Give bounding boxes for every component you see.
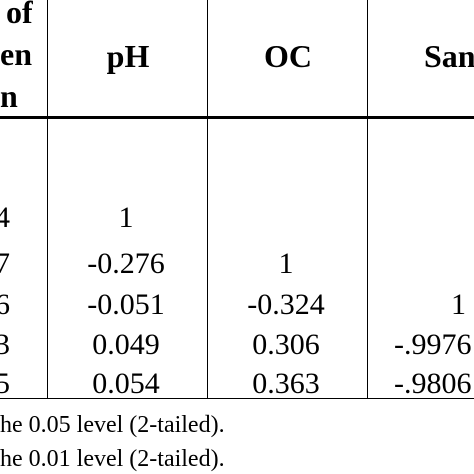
bottom-rule xyxy=(0,398,474,399)
row-1-first: 4 xyxy=(0,201,10,234)
column-rule-2 xyxy=(207,0,208,398)
row-4-san: -.9976 xyxy=(394,328,472,361)
header-ph: pH xyxy=(106,38,150,74)
row-5-oc: 0.363 xyxy=(252,367,320,400)
header-san: San xyxy=(424,38,474,74)
row-4-first: 3 xyxy=(0,328,10,361)
row-3-ph: -0.051 xyxy=(87,288,165,321)
row-3-oc: -0.324 xyxy=(247,288,325,321)
row-2-ph: -0.276 xyxy=(87,247,165,280)
row-3-first: 6 xyxy=(0,288,10,321)
column-rule-1 xyxy=(47,0,48,398)
header-rule xyxy=(0,116,474,119)
column-rule-3 xyxy=(367,0,368,398)
row-5-san: -.9806 xyxy=(394,367,472,400)
header-first-col-line-2: en xyxy=(0,36,32,72)
row-5-first: 5 xyxy=(0,367,10,400)
footnote-2: he 0.01 level (2-tailed). xyxy=(0,446,225,472)
header-first-col-line-3: n xyxy=(0,78,18,114)
row-3-san: 1 xyxy=(451,288,466,321)
row-4-oc: 0.306 xyxy=(252,328,320,361)
header-oc: OC xyxy=(264,38,312,74)
row-2-oc: 1 xyxy=(278,247,294,280)
row-2-first: 7 xyxy=(0,247,10,280)
footnote-1: he 0.05 level (2-tailed). xyxy=(0,412,225,438)
row-4-ph: 0.049 xyxy=(92,328,160,361)
row-5-ph: 0.054 xyxy=(92,367,160,400)
row-1-ph: 1 xyxy=(118,201,134,234)
header-first-col-line-1: of xyxy=(6,0,33,30)
